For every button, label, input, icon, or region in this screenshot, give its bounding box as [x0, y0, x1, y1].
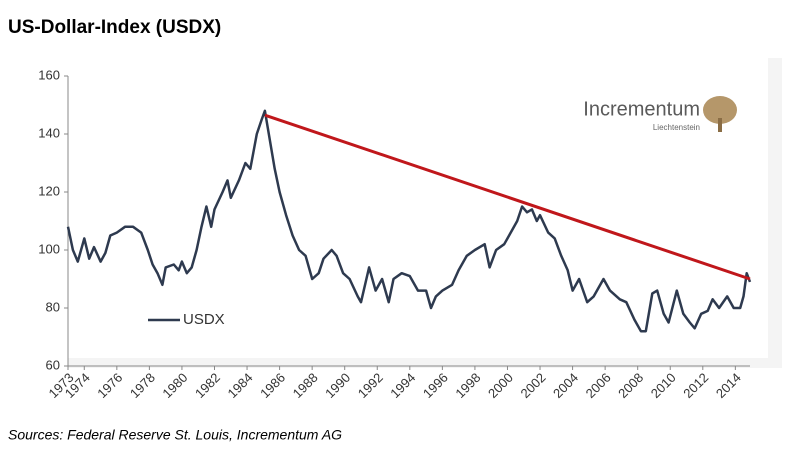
x-tick-label: 1982 — [192, 370, 223, 401]
x-tick-label: 2014 — [713, 370, 744, 401]
x-tick-label: 2004 — [550, 370, 581, 401]
y-tick-label: 140 — [38, 125, 60, 140]
trend-line — [264, 113, 751, 281]
x-tick-label: 1984 — [225, 370, 256, 401]
plot-area — [68, 58, 768, 358]
x-tick-label: 1976 — [94, 370, 125, 401]
x-tick-label: 2008 — [615, 370, 646, 401]
x-tick-label: 1988 — [290, 370, 321, 401]
x-tick-label: 1986 — [257, 370, 288, 401]
x-tick-label: 1994 — [387, 370, 418, 401]
logo-tree — [703, 96, 737, 124]
x-tick-label: 1996 — [420, 370, 451, 401]
x-tick-label: 2002 — [518, 370, 549, 401]
y-tick-label: 120 — [38, 183, 60, 198]
y-tick-label: 160 — [38, 67, 60, 82]
x-tick-label: 1978 — [127, 370, 158, 401]
logo-sub: Liechtenstein — [653, 123, 700, 132]
logo-trunk — [718, 118, 722, 132]
x-tick-label: 2006 — [583, 370, 614, 401]
legend-label: USDX — [183, 311, 225, 328]
x-tick-label: 2010 — [648, 370, 679, 401]
x-tick-label: 2012 — [680, 370, 711, 401]
y-tick-label: 60 — [46, 357, 60, 372]
y-tick-label: 80 — [46, 299, 60, 314]
x-tick-label: 1980 — [159, 370, 190, 401]
logo: Incrementum Liechtenstein — [583, 96, 737, 132]
x-tick-label: 1992 — [355, 370, 386, 401]
x-tick-label: 2000 — [485, 370, 516, 401]
series-line — [66, 109, 752, 333]
y-tick-label: 100 — [38, 241, 60, 256]
x-tick-label: 1998 — [452, 370, 483, 401]
source: Sources: Federal Reserve St. Louis, Incr… — [8, 427, 342, 443]
chart-title: US-Dollar-Index (USDX) — [8, 17, 221, 38]
logo-name: Incrementum — [583, 98, 700, 120]
x-tick-label: 1990 — [322, 370, 353, 401]
